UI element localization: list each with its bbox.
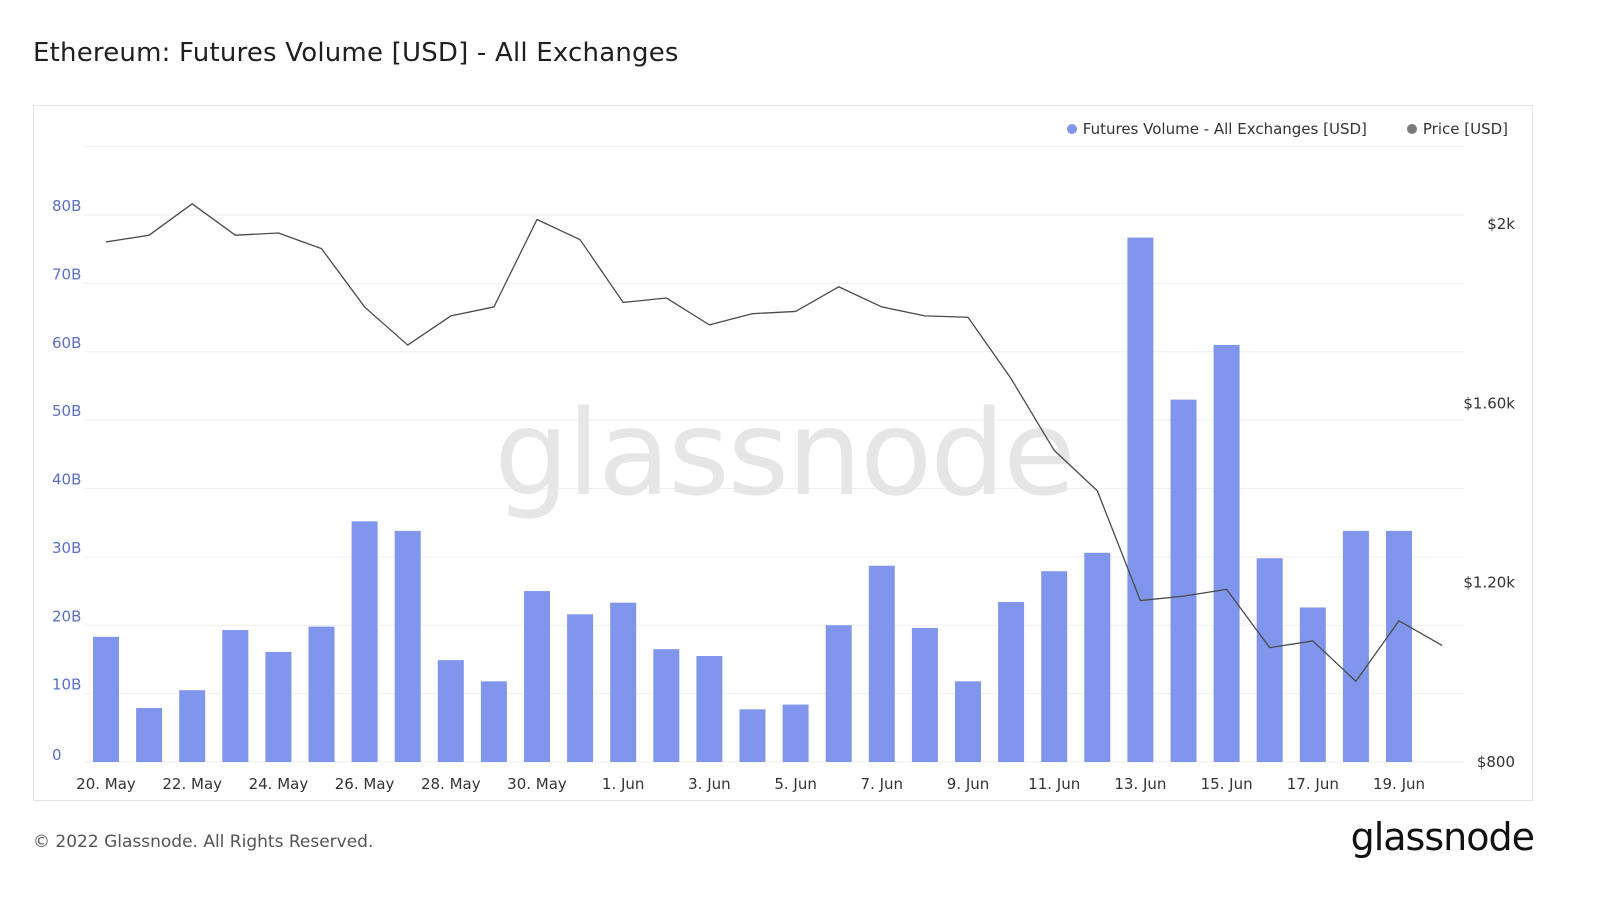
x-tick-label: 3. Jun: [688, 775, 731, 793]
volume-bar: [265, 651, 292, 762]
volume-bar: [93, 636, 119, 762]
x-tick-label: 13. Jun: [1114, 775, 1166, 793]
volume-bar: [1256, 558, 1283, 762]
x-tick-label: 30. May: [507, 775, 567, 793]
volume-bar: [308, 626, 335, 762]
x-tick-label: 22. May: [162, 775, 222, 793]
volume-bar: [567, 614, 594, 762]
x-tick-label: 1. Jun: [602, 775, 645, 793]
chart-title: Ethereum: Futures Volume [USD] - All Exc…: [33, 38, 679, 68]
legend-dot-volume: [1066, 124, 1077, 134]
chart-svg: glassnode 0 10B 20B 30B 40B 50B 60B 70B 80B $800 $1…: [52, 146, 1515, 793]
footer-copyright: © 2022 Glassnode. All Rights Reserved.: [33, 832, 374, 852]
y-left-tick-label: 0: [52, 746, 62, 764]
volume-bar: [998, 602, 1025, 762]
volume-bar: [437, 660, 464, 762]
volume-bar: [1342, 530, 1369, 762]
volume-bar: [610, 602, 637, 762]
legend-dot-price: [1406, 124, 1417, 134]
volume-bar: [1041, 571, 1068, 762]
x-tick-label: 15. Jun: [1201, 775, 1253, 793]
volume-bar: [1170, 399, 1197, 762]
volume-bar: [394, 530, 421, 762]
chart-panel: glassnode 0 10B 20B 30B 40B 50B 60B 70B 80B $800 $1…: [33, 105, 1533, 801]
volume-bar: [136, 707, 163, 762]
volume-bar: [1084, 552, 1111, 762]
x-tick-label: 28. May: [421, 775, 481, 793]
legend-label-price: Price [USD]: [1422, 120, 1508, 138]
volume-bar: [911, 627, 938, 762]
y-left-tick-label: 60B: [52, 334, 81, 352]
y-right-tick-label: $800: [1477, 753, 1515, 771]
volume-bar: [1386, 530, 1412, 762]
x-tick-label: 5. Jun: [774, 775, 817, 793]
volume-bar: [653, 649, 680, 762]
footer-logo[interactable]: glassnode: [1350, 815, 1535, 859]
y-left-tick-label: 40B: [52, 471, 81, 489]
x-tick-label: 7. Jun: [861, 775, 904, 793]
y-right-tick-label: $2k: [1487, 215, 1515, 233]
price-line: [105, 203, 1443, 682]
volume-bar: [1213, 344, 1240, 762]
y-left-tick-label: 10B: [52, 676, 81, 694]
y-right-tick-label: $1.20k: [1463, 574, 1515, 592]
volume-bar: [222, 630, 249, 762]
volume-bar: [696, 656, 723, 762]
y-right-tick-label: $1.60k: [1463, 394, 1515, 412]
y-left-tick-label: 80B: [52, 197, 81, 215]
legend-label-volume: Futures Volume - All Exchanges [USD]: [1082, 120, 1367, 138]
volume-bar: [825, 625, 852, 762]
y-left-tick-label: 20B: [52, 607, 81, 625]
volume-bar: [1127, 237, 1154, 763]
volume-bar: [1299, 607, 1326, 762]
y-left-tick-label: 70B: [52, 265, 81, 283]
volume-bar: [955, 681, 981, 762]
volume-bar: [179, 690, 206, 762]
volume-bar: [351, 521, 378, 762]
volume-bar: [480, 681, 507, 762]
volume-bar: [524, 591, 550, 762]
y-left-tick-label: 30B: [52, 539, 81, 557]
x-tick-label: 20. May: [76, 775, 136, 793]
volume-bar: [782, 704, 809, 762]
chart-legend: Futures Volume - All Exchanges [USD] Pri…: [1066, 120, 1508, 138]
x-tick-label: 9. Jun: [947, 775, 990, 793]
x-tick-label: 24. May: [249, 775, 309, 793]
volume-bars: [93, 237, 1412, 763]
watermark-text: glassnode: [494, 384, 1073, 522]
x-tick-label: 19. Jun: [1373, 775, 1425, 793]
x-tick-label: 11. Jun: [1028, 775, 1080, 793]
legend-item-volume[interactable]: Futures Volume - All Exchanges [USD]: [1066, 120, 1367, 138]
y-left-tick-label: 50B: [52, 402, 81, 420]
x-tick-label: 17. Jun: [1287, 775, 1339, 793]
legend-item-price[interactable]: Price [USD]: [1406, 120, 1508, 138]
volume-bar: [868, 565, 895, 762]
volume-bar: [739, 709, 766, 762]
x-tick-label: 26. May: [335, 775, 395, 793]
